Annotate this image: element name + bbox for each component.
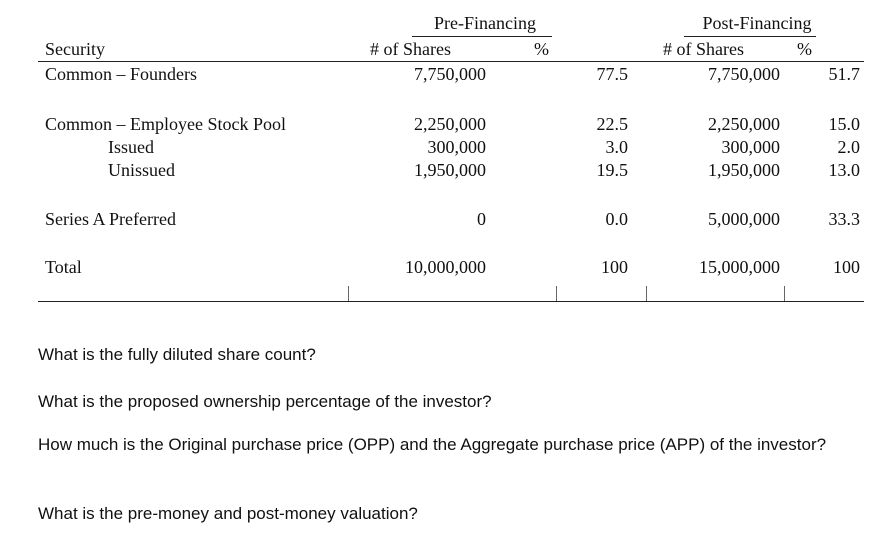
row-label: Issued — [108, 137, 154, 157]
pre-shares-column-header: # of Shares — [370, 39, 451, 59]
post-pct-cell: 51.7 — [828, 64, 861, 84]
pre-pct-cell: 77.5 — [596, 64, 629, 84]
pre-financing-underline — [412, 36, 552, 37]
header-rule — [38, 61, 864, 62]
question-1: What is the fully diluted share count? — [38, 345, 316, 364]
post-shares-cell: 7,750,000 — [708, 64, 780, 84]
row-label: Total — [45, 257, 82, 277]
post-pct-cell: 15.0 — [828, 114, 861, 134]
row-label: Unissued — [108, 160, 175, 180]
pre-pct-cell: 0.0 — [605, 209, 629, 229]
post-pct-column-header: % — [797, 39, 812, 59]
post-financing-underline — [684, 36, 816, 37]
column-divider — [556, 286, 557, 301]
post-shares-cell: 2,250,000 — [708, 114, 780, 134]
question-3: How much is the Original purchase price … — [38, 435, 827, 454]
pre-shares-cell: 300,000 — [427, 137, 487, 157]
pre-financing-header: Pre-Financing — [434, 13, 536, 33]
column-divider — [348, 286, 349, 301]
question-4: What is the pre-money and post-money val… — [38, 504, 418, 523]
row-label: Series A Preferred — [45, 209, 176, 229]
question-2: What is the proposed ownership percentag… — [38, 392, 492, 411]
pre-pct-cell: 100 — [601, 257, 628, 277]
security-column-header: Security — [45, 39, 105, 59]
pre-shares-cell: 7,750,000 — [414, 64, 486, 84]
post-financing-header: Post-Financing — [702, 13, 812, 33]
row-label: Common – Founders — [45, 64, 198, 84]
column-divider — [784, 286, 785, 301]
row-label: Common – Employee Stock Pool — [45, 114, 286, 134]
pre-shares-cell: 0 — [477, 209, 486, 229]
pre-shares-cell: 2,250,000 — [414, 114, 486, 134]
post-shares-cell: 15,000,000 — [699, 257, 780, 277]
bottom-rule — [38, 301, 864, 302]
post-pct-cell: 13.0 — [828, 160, 861, 180]
pre-pct-cell: 3.0 — [605, 137, 629, 157]
pre-shares-cell: 1,950,000 — [414, 160, 486, 180]
post-shares-cell: 5,000,000 — [708, 209, 780, 229]
post-shares-cell: 1,950,000 — [708, 160, 780, 180]
post-shares-cell: 300,000 — [721, 137, 781, 157]
pre-pct-cell: 22.5 — [596, 114, 629, 134]
pre-shares-cell: 10,000,000 — [405, 257, 486, 277]
post-pct-cell: 2.0 — [837, 137, 861, 157]
pre-pct-cell: 19.5 — [596, 160, 629, 180]
post-shares-column-header: # of Shares — [663, 39, 744, 59]
post-pct-cell: 33.3 — [828, 209, 861, 229]
pre-pct-column-header: % — [534, 39, 549, 59]
post-pct-cell: 100 — [833, 257, 860, 277]
column-divider — [646, 286, 647, 301]
